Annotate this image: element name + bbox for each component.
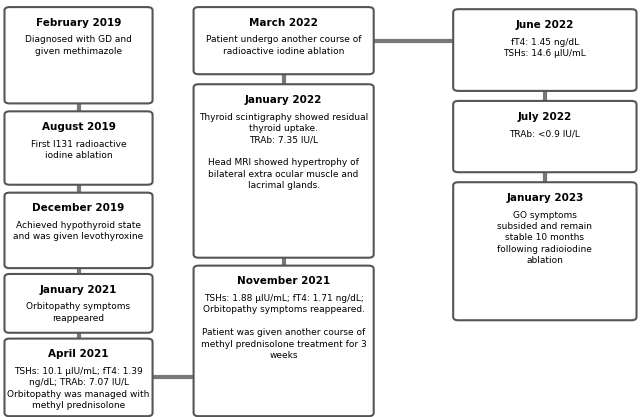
Text: December 2019: December 2019 xyxy=(33,203,124,214)
Text: January 2021: January 2021 xyxy=(40,285,117,295)
Text: GO symptoms
subsided and remain
stable 10 months
following radioiodine
ablation: GO symptoms subsided and remain stable 1… xyxy=(497,211,592,265)
Text: August 2019: August 2019 xyxy=(42,122,115,132)
FancyBboxPatch shape xyxy=(4,274,153,333)
FancyBboxPatch shape xyxy=(194,84,374,258)
Text: TRAb: <0.9 IU/L: TRAb: <0.9 IU/L xyxy=(510,129,580,138)
Text: Patient undergo another course of
radioactive iodine ablation: Patient undergo another course of radioa… xyxy=(206,35,362,56)
Text: Diagnosed with GD and
given methimazole: Diagnosed with GD and given methimazole xyxy=(25,35,132,56)
FancyBboxPatch shape xyxy=(194,266,374,416)
Text: July 2022: July 2022 xyxy=(518,112,572,122)
Text: June 2022: June 2022 xyxy=(515,20,574,30)
Text: January 2022: January 2022 xyxy=(245,95,322,105)
Text: Achieved hypothyroid state
and was given levothyroxine: Achieved hypothyroid state and was given… xyxy=(13,221,144,241)
FancyBboxPatch shape xyxy=(453,182,637,320)
FancyBboxPatch shape xyxy=(194,7,374,74)
Text: January 2023: January 2023 xyxy=(506,193,583,203)
Text: First I131 radioactive
iodine ablation: First I131 radioactive iodine ablation xyxy=(31,140,126,160)
FancyBboxPatch shape xyxy=(4,339,153,416)
FancyBboxPatch shape xyxy=(453,101,637,172)
Text: Thyroid scintigraphy showed residual
thyroid uptake.
TRAb: 7.35 IU/L

Head MRI s: Thyroid scintigraphy showed residual thy… xyxy=(199,113,369,190)
Text: November 2021: November 2021 xyxy=(237,276,330,286)
FancyBboxPatch shape xyxy=(4,7,153,103)
FancyBboxPatch shape xyxy=(4,111,153,185)
Text: fT4: 1.45 ng/dL
TSHs: 14.6 μIU/mL: fT4: 1.45 ng/dL TSHs: 14.6 μIU/mL xyxy=(503,38,587,58)
Text: February 2019: February 2019 xyxy=(36,18,121,28)
FancyBboxPatch shape xyxy=(4,193,153,268)
Text: April 2021: April 2021 xyxy=(48,349,109,359)
FancyBboxPatch shape xyxy=(453,9,637,91)
Text: TSHs: 10.1 μIU/mL; fT4: 1.39
ng/dL; TRAb: 7.07 IU/L
Orbitopathy was managed with: TSHs: 10.1 μIU/mL; fT4: 1.39 ng/dL; TRAb… xyxy=(7,367,150,410)
Text: March 2022: March 2022 xyxy=(249,18,318,28)
Text: TSHs: 1.88 μIU/mL; fT4: 1.71 ng/dL;
Orbitopathy symptoms reappeared.

Patient wa: TSHs: 1.88 μIU/mL; fT4: 1.71 ng/dL; Orbi… xyxy=(201,294,367,360)
Text: Orbitopathy symptoms
reappeared: Orbitopathy symptoms reappeared xyxy=(26,302,131,323)
